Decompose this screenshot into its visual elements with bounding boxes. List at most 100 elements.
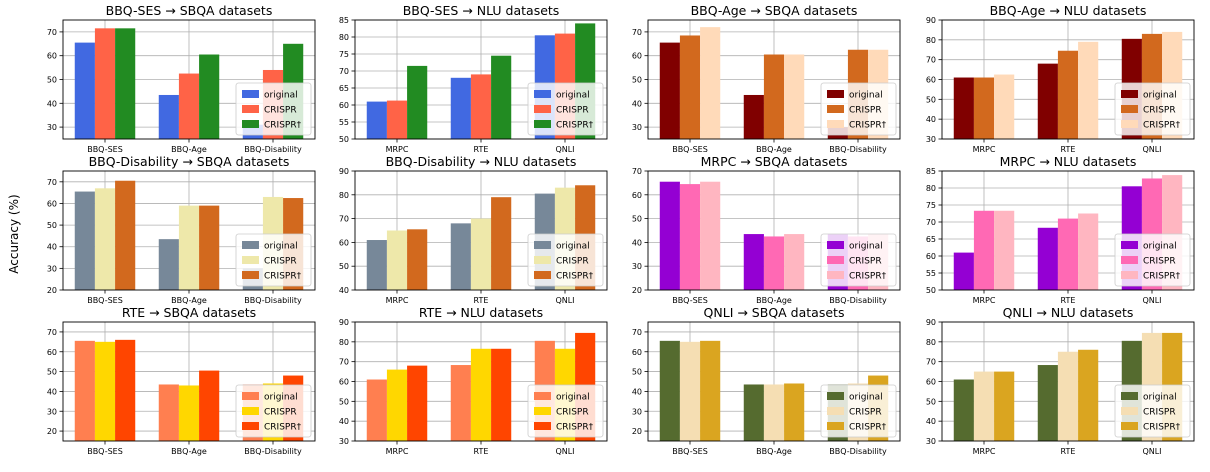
legend-label: CRISPR: [264, 408, 297, 418]
bar: [784, 383, 805, 441]
y-tick-label: 40: [339, 417, 349, 426]
bar: [178, 73, 200, 139]
legend-label: CRISPR: [849, 257, 882, 267]
x-tick-label: QNLI: [555, 447, 574, 456]
bar: [386, 369, 408, 441]
y-tick-label: 20: [47, 286, 57, 295]
legend-swatch: [242, 241, 259, 249]
bar: [659, 42, 680, 139]
legend-label: original: [1143, 393, 1177, 403]
x-tick-label: QNLI: [555, 296, 574, 305]
chart-7: MRPC → NLU datasets 50 55 60 65 70 75 80 85 MRPC R…: [926, 154, 1195, 305]
legend: original CRISPR CRISPR†: [527, 384, 604, 438]
legend-label: CRISPR†: [1143, 121, 1181, 131]
y-tick-label: 40: [632, 238, 642, 247]
y-tick-label: 70: [339, 215, 349, 224]
chart-4: BBQ-Disability → SBQA datasets 20 30 40 50 60…: [47, 154, 316, 305]
x-tick-label: MRPC: [386, 296, 409, 305]
legend-swatch: [242, 407, 259, 415]
bar: [1057, 50, 1079, 139]
x-tick-label: MRPC: [386, 447, 409, 456]
x-tick-label: BBQ-Age: [756, 447, 792, 456]
legend-swatch: [827, 407, 844, 415]
legend: original CRISPR CRISPR†: [527, 82, 604, 136]
y-tick-label: 65: [926, 235, 936, 244]
legend-swatch: [242, 271, 259, 279]
plot-frame: [941, 170, 1195, 291]
legend-swatch: [1121, 105, 1138, 113]
bar: [1057, 218, 1079, 290]
legend-label: CRISPR†: [849, 423, 887, 433]
y-tick-label: 75: [926, 201, 936, 210]
legend-swatch: [827, 90, 844, 98]
y-tick-label: 50: [632, 76, 642, 85]
bar: [743, 94, 764, 139]
y-tick-label: 30: [339, 437, 349, 446]
legend-swatch: [827, 422, 844, 430]
bar: [115, 28, 136, 139]
legend-label: CRISPR†: [1143, 272, 1181, 282]
bar: [470, 74, 492, 139]
bar: [158, 94, 179, 139]
y-tick-label: 85: [926, 167, 936, 176]
legend-swatch: [534, 422, 551, 430]
y-tick-label: 50: [632, 215, 642, 224]
x-tick-label: RTE: [1061, 447, 1076, 456]
legend-label: CRISPR†: [849, 121, 887, 131]
y-tick-label: 80: [926, 184, 936, 193]
bar: [700, 181, 721, 290]
bar: [659, 181, 680, 290]
bar: [178, 205, 200, 290]
bar: [994, 210, 1015, 290]
y-tick-label: 60: [926, 378, 936, 387]
y-tick-label: 70: [926, 56, 936, 65]
legend-label: CRISPR†: [556, 423, 594, 433]
chart-10: QNLI → SBQA datasets 20 30 40 50 60 70 BBQ-SES B…: [632, 305, 901, 456]
plot-frame: [354, 19, 608, 140]
legend-label: CRISPR: [556, 408, 589, 418]
legend: original CRISPR CRISPR†: [235, 384, 312, 438]
bar: [679, 341, 701, 441]
bars: [659, 27, 889, 139]
y-tick-label: 90: [926, 16, 936, 25]
legend-label: CRISPR†: [264, 423, 302, 433]
legend-swatch: [827, 392, 844, 400]
y-tick-label: 80: [339, 191, 349, 200]
x-tick-label: BBQ-SES: [672, 447, 708, 456]
legend-label: original: [556, 393, 590, 403]
legend: original CRISPR CRISPR†: [1114, 384, 1191, 438]
legend-label: CRISPR: [556, 106, 589, 116]
legend-label: CRISPR: [849, 106, 882, 116]
x-tick-label: QNLI: [1142, 447, 1161, 456]
legend: original CRISPR CRISPR†: [235, 82, 312, 136]
legend-label: original: [849, 91, 883, 101]
legend-label: CRISPR†: [556, 272, 594, 282]
legend-label: original: [264, 91, 298, 101]
x-tick-label: BBQ-Disability: [244, 145, 302, 154]
legend-label: original: [556, 242, 590, 252]
bar: [450, 223, 471, 290]
x-tick-label: BBQ-Age: [171, 296, 207, 305]
y-tick-label: 70: [47, 328, 57, 337]
plot-frame: [941, 19, 1195, 140]
bar: [94, 341, 116, 441]
legend: original CRISPR CRISPR†: [820, 82, 897, 136]
legend-swatch: [242, 256, 259, 264]
chart-5: BBQ-Disability → NLU datasets 40 50 60 70 80 9…: [339, 154, 608, 305]
legend-swatch: [534, 120, 551, 128]
chart-title: BBQ-SES → NLU datasets: [403, 3, 560, 18]
plot-frame: [62, 19, 316, 140]
chart-title: BBQ-Disability → NLU datasets: [386, 154, 577, 169]
plot-frame: [62, 321, 316, 442]
bar: [407, 229, 428, 290]
x-tick-label: RTE: [1061, 145, 1076, 154]
chart-title: RTE → NLU datasets: [419, 305, 543, 320]
legend: original CRISPR CRISPR†: [820, 233, 897, 287]
bar: [953, 252, 974, 290]
chart-title: QNLI → SBQA datasets: [704, 305, 845, 320]
bar: [1037, 63, 1058, 139]
y-tick-label: 40: [47, 243, 57, 252]
bar: [74, 42, 95, 139]
x-tick-label: BBQ-Disability: [244, 296, 302, 305]
